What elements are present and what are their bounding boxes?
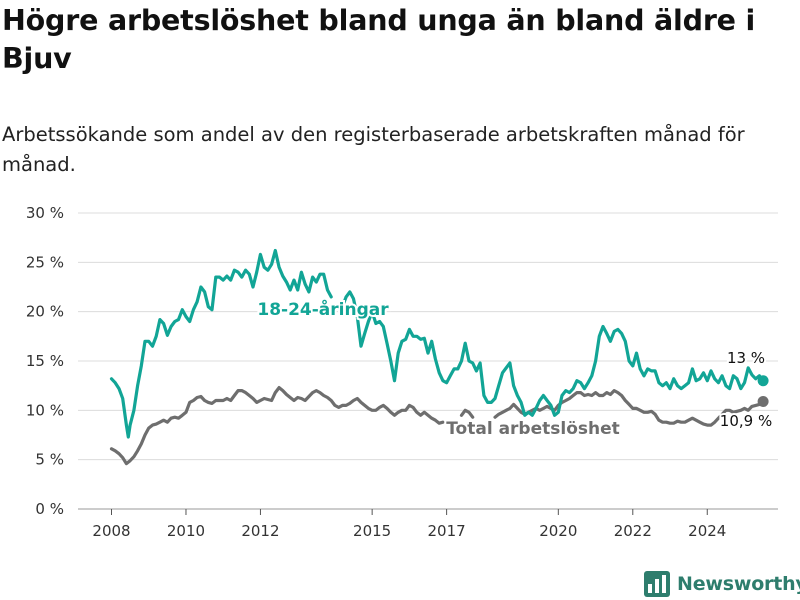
series-label-total: Total arbetslöshet: [446, 419, 620, 439]
chart-subtitle: Arbetssökande som andel av den registerb…: [2, 123, 745, 176]
x-tick-label: 2020: [539, 522, 577, 540]
end-point-youth: [757, 375, 769, 387]
chart-title: Högre arbetslöshet bland unga än bland ä…: [2, 4, 756, 75]
bar-chart-logo-icon: [644, 571, 670, 597]
y-tick-label: 25 %: [26, 253, 64, 271]
y-tick-label: 5 %: [35, 451, 64, 469]
grid-lines: [78, 212, 778, 510]
end-label-youth: 13 %: [727, 349, 765, 367]
series-line-youth-segment-1: [340, 290, 765, 417]
y-tick-label: 0 %: [35, 500, 64, 518]
series-label-youth: 18-24-åringar: [257, 298, 389, 320]
x-tick-label: 2010: [167, 522, 205, 540]
series-line-youth-segment-0: [109, 248, 333, 439]
y-tick-label: 30 %: [26, 204, 64, 222]
series-lines: [109, 248, 769, 466]
series-line-total-segment-2: [493, 389, 765, 427]
y-tick-label: 20 %: [26, 303, 64, 321]
newsworthy-brand: Newsworthy: [644, 570, 800, 598]
y-tick-label: 15 %: [26, 352, 64, 370]
x-tick-label: 2024: [688, 522, 726, 540]
x-tick-label: 2012: [241, 522, 279, 540]
brand-name: Newsworthy: [677, 573, 800, 595]
series-line-total-segment-0: [109, 386, 445, 466]
x-tick-label: 2015: [353, 522, 391, 540]
y-tick-label: 10 %: [26, 401, 64, 419]
end-label-total: 10,9 %: [720, 412, 772, 430]
end-point-total: [757, 395, 769, 407]
series-line-total-segment-1: [459, 408, 475, 419]
x-tick-label: 2008: [92, 522, 130, 540]
y-axis-ticks: 0 % 5 % 10 % 15 % 20 % 25 % 30 %: [26, 204, 64, 518]
x-axis-ticks: 2008 2010 2012 2015 2017 2020 2022 2024: [92, 509, 726, 540]
x-tick-label: 2017: [428, 522, 466, 540]
x-tick-label: 2022: [614, 522, 652, 540]
series-labels: 18-24-åringar Total arbetslöshet 13 % 10,9 …: [255, 296, 774, 441]
